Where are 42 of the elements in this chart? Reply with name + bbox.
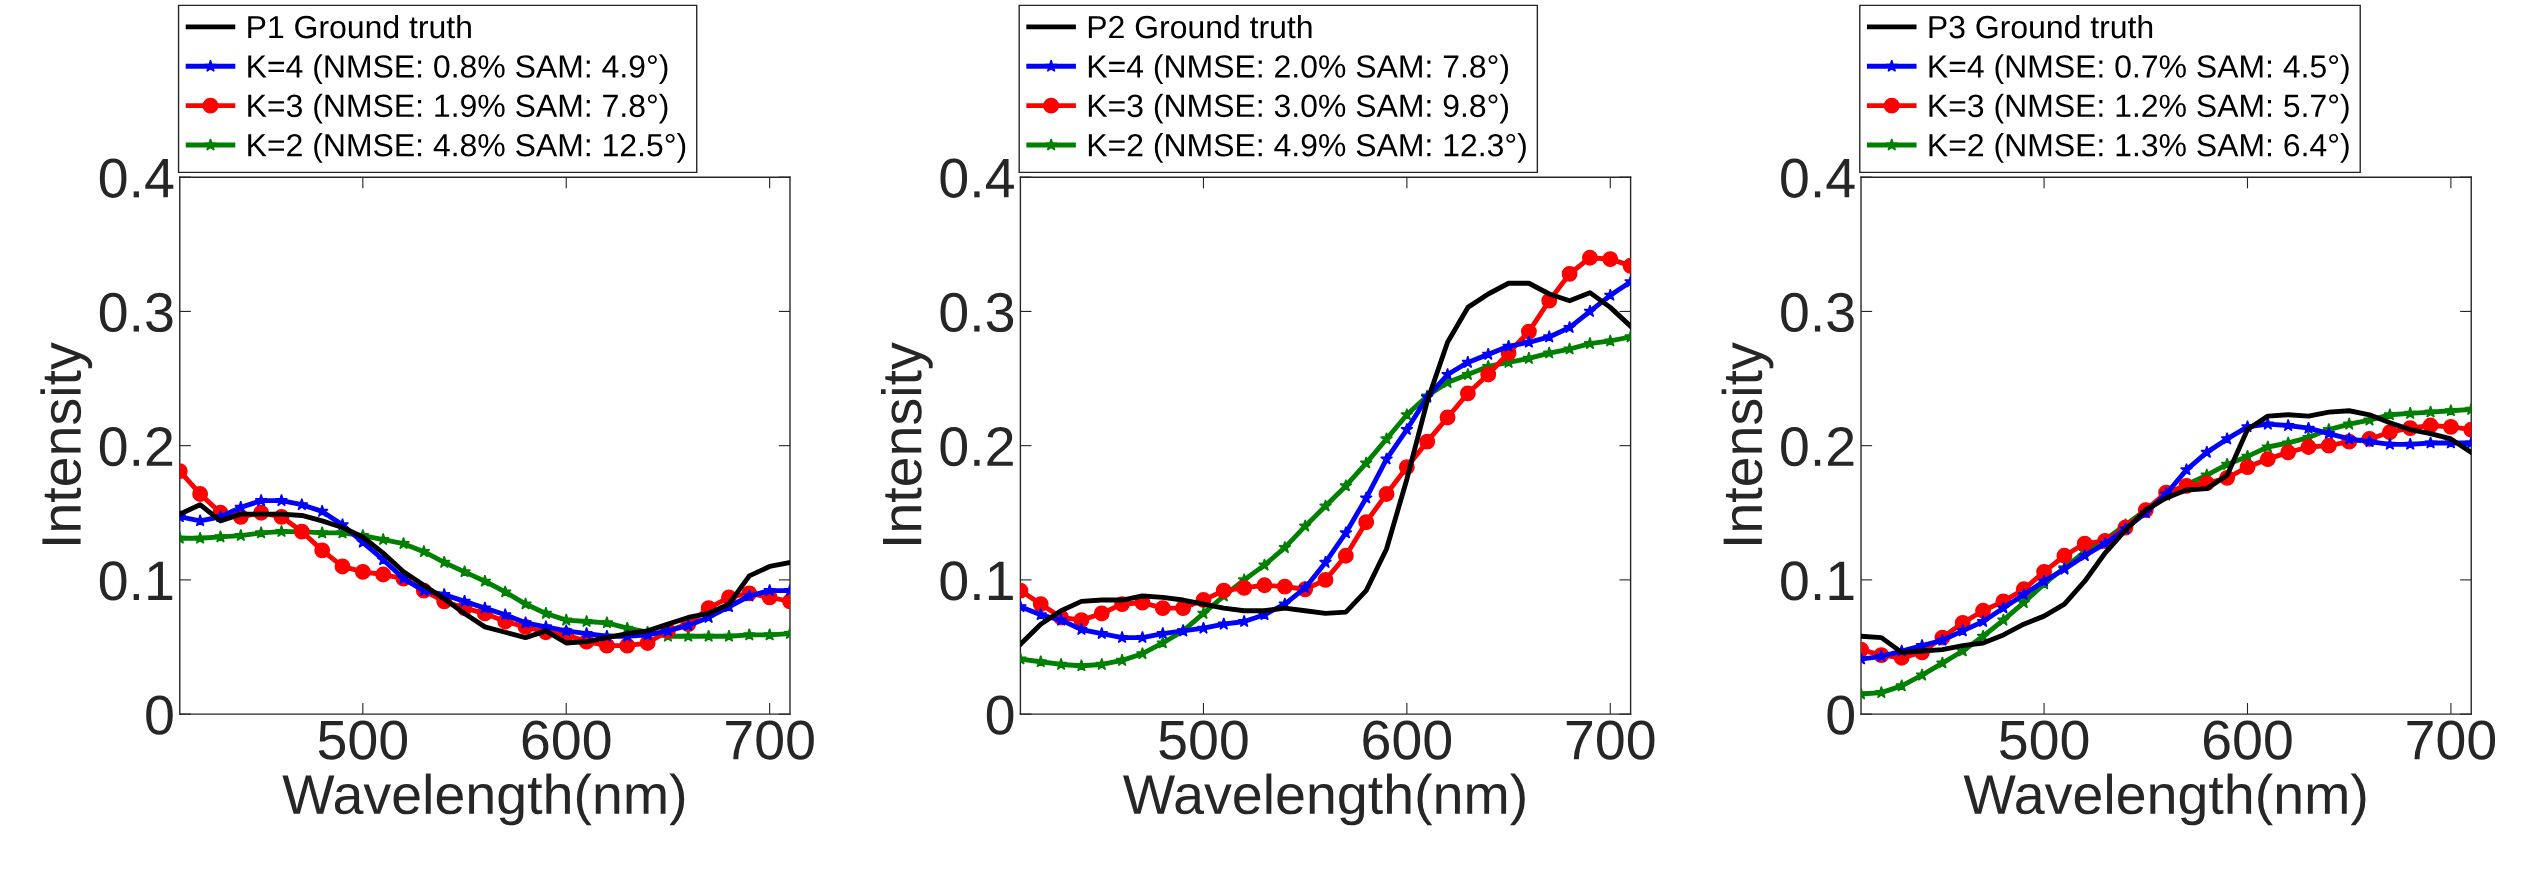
x-tick-label: 600 — [522, 720, 611, 760]
legend-label: P3 Ground truth — [1929, 14, 2153, 39]
y-tick-label: 0.2 — [99, 426, 173, 467]
x-tick-label: 600 — [1363, 720, 1452, 760]
legend-label: K=4 (NMSE: 2.0% SAM: 7.8°) — [1088, 54, 1509, 85]
y-tick-label: 0.1 — [99, 561, 173, 601]
x-axis-title: Wavelength(nm) — [1123, 773, 1525, 826]
x-tick-label: 700 — [2407, 720, 2496, 760]
legend-label: K=2 (NMSE: 4.8% SAM: 12.5°) — [248, 133, 686, 163]
y-tick-label: 0 — [146, 695, 173, 735]
y-tick-label: 0.3 — [99, 292, 173, 333]
legend-label: K=3 (NMSE: 1.9% SAM: 7.8°) — [248, 93, 668, 124]
y-tick-label: 0.3 — [1781, 292, 1854, 333]
y-tick-label: 0.3 — [940, 292, 1014, 333]
y-tick-label: 0.2 — [1781, 426, 1854, 467]
x-tick-label: 700 — [726, 720, 814, 760]
legend-label: K=2 (NMSE: 1.3% SAM: 6.4°) — [1929, 133, 2349, 163]
y-tick-label: 0 — [1827, 695, 1854, 735]
x-axis-title: Wavelength(nm) — [1963, 773, 2366, 826]
y-axis-title: Intensity — [40, 342, 93, 544]
y-tick-label: 0.4 — [99, 158, 174, 198]
legend-label: P1 Ground truth — [248, 14, 471, 39]
legend-label: K=3 (NMSE: 1.2% SAM: 5.7°) — [1929, 93, 2349, 124]
x-tick-label: 500 — [1159, 720, 1248, 760]
y-tick-label: 0.1 — [940, 561, 1013, 601]
legend-label: K=3 (NMSE: 3.0% SAM: 9.8°) — [1088, 93, 1509, 124]
y-axis-title: Intensity — [1721, 342, 1774, 544]
y-axis-title: Intensity — [880, 342, 933, 544]
x-tick-label: 500 — [318, 720, 408, 760]
x-tick-label: 500 — [1999, 720, 2089, 760]
x-tick-label: 700 — [1566, 720, 1655, 760]
y-tick-label: 0.4 — [1781, 158, 1855, 198]
y-tick-label: 0.2 — [940, 426, 1013, 467]
legend-label: K=4 (NMSE: 0.8% SAM: 4.9°) — [248, 54, 668, 85]
x-axis-title: Wavelength(nm) — [282, 773, 685, 826]
legend-label: K=4 (NMSE: 0.7% SAM: 4.5°) — [1929, 54, 2349, 85]
x-tick-label: 600 — [2203, 720, 2292, 760]
legend-label: P2 Ground truth — [1088, 14, 1312, 39]
y-tick-label: 0.1 — [1781, 561, 1854, 601]
y-tick-label: 0.4 — [940, 158, 1014, 198]
legend-label: K=2 (NMSE: 4.9% SAM: 12.3°) — [1088, 133, 1526, 163]
y-tick-label: 0 — [986, 695, 1014, 735]
